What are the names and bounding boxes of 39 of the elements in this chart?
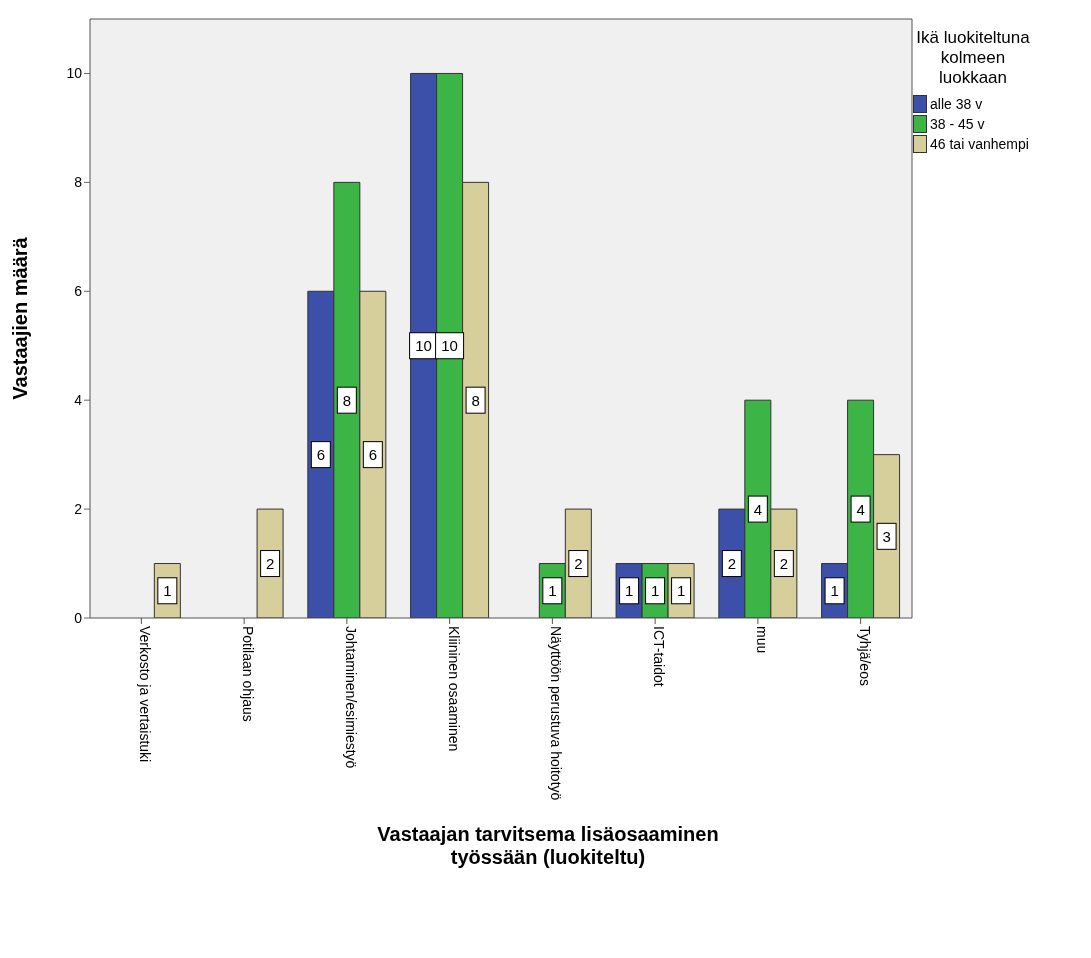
x-tick-label: muu [753, 626, 770, 654]
y-tick-label: 8 [74, 174, 83, 191]
x-tick-label: Tyhjä/eos [856, 626, 873, 686]
data-label: 10 [415, 337, 432, 355]
data-label: 3 [882, 527, 891, 545]
x-tick-label: ICT-taidot [651, 626, 668, 687]
y-tick-label: 2 [74, 501, 83, 518]
legend-title: Ikä luokiteltuna kolmeen luokkaan [915, 28, 1031, 88]
data-label: 8 [471, 391, 480, 409]
data-label: 4 [753, 500, 762, 518]
legend-label: alle 38 v [930, 96, 983, 112]
data-label: 1 [830, 582, 839, 600]
data-label: 4 [856, 500, 865, 518]
data-label: 6 [368, 446, 377, 464]
data-label: 2 [574, 555, 583, 573]
y-tick-label: 6 [74, 283, 83, 300]
x-tick-label: Johtaminen/esimiestyö [342, 626, 359, 769]
data-label: 6 [316, 446, 325, 464]
x-tick-label: Potilaan ohjaus [240, 626, 257, 722]
data-label: 8 [342, 391, 351, 409]
data-label: 2 [265, 555, 275, 573]
x-tick-label: Kliininen osaaminen [445, 626, 462, 752]
y-tick-label: 10 [66, 65, 83, 82]
data-label: 2 [779, 555, 788, 573]
y-axis-title: Vastaajien määrä [9, 236, 32, 400]
y-tick-label: 0 [74, 609, 83, 626]
data-label: 1 [548, 582, 557, 600]
data-label: 1 [676, 582, 686, 600]
x-axis-title: Vastaajan tarvitsema lisäosaaminen työssään (luokiteltu) [376, 823, 720, 869]
data-label: 1 [650, 582, 660, 600]
y-tick-label: 4 [74, 392, 83, 409]
data-label: 10 [441, 337, 458, 355]
data-label: 1 [163, 582, 172, 600]
legend-label: 38 - 45 v [930, 116, 985, 132]
x-tick-label: Näyttöön perustuva hoitotyö [548, 626, 565, 801]
data-label: 2 [727, 555, 736, 573]
data-label: 1 [624, 582, 634, 600]
legend-label: 46 tai vanhempi [930, 136, 1029, 152]
x-tick-label: Verkosto ja vertaistuki [137, 626, 154, 763]
